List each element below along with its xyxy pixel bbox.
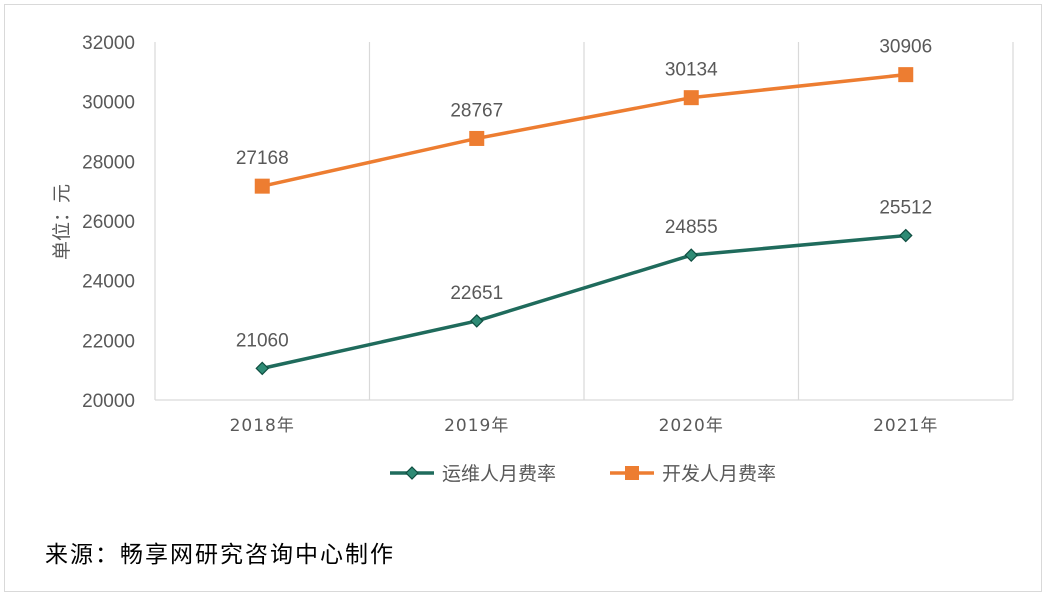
data-label: 25512 (879, 198, 932, 219)
y-tick-label: 24000 (82, 272, 135, 293)
legend-marker-square (625, 466, 639, 480)
data-label: 30134 (665, 60, 718, 81)
y-axis-title: 单位：元 (51, 184, 73, 260)
legend-label: 开发人月费率 (662, 463, 776, 485)
data-point-diamond (469, 314, 484, 328)
y-tick-label: 30000 (82, 93, 135, 114)
data-label: 22651 (450, 283, 503, 304)
x-tick-label: 2019年 (444, 416, 509, 436)
series-layer (254, 67, 914, 376)
y-tick-label: 20000 (82, 391, 135, 412)
series-line-2 (261, 72, 906, 188)
x-tick-label: 2020年 (659, 416, 724, 436)
data-label: 21060 (236, 330, 289, 351)
legend: 运维人月费率 开发人月费率 (390, 463, 776, 485)
data-label: 27168 (236, 148, 289, 169)
chart-frame (4, 4, 1042, 592)
axes: 20000 22000 24000 26000 28000 30000 32000 2018年… (82, 33, 1013, 436)
source-note: 来源：畅享网研究咨询中心制作 (45, 542, 395, 568)
legend-marker-diamond (405, 466, 419, 480)
y-tick-label: 26000 (82, 212, 135, 233)
x-tick-label: 2021年 (873, 416, 938, 436)
data-point-square (898, 67, 914, 83)
data-point-diamond (255, 361, 270, 376)
data-point-square (254, 178, 270, 194)
y-tick-label: 22000 (82, 331, 135, 352)
legend-label: 运维人月费率 (442, 463, 556, 485)
series-line-1 (261, 233, 906, 371)
y-tick-label: 32000 (82, 33, 135, 54)
data-label: 30906 (879, 37, 932, 58)
data-point-diamond (684, 248, 699, 263)
data-label: 28767 (450, 100, 503, 121)
data-label: 24855 (665, 217, 718, 238)
data-point-diamond (898, 228, 913, 243)
data-labels: 21060 22651 24855 25512 27168 28767 30134 30906 (236, 37, 932, 352)
grid-lines (368, 42, 1014, 400)
y-tick-label: 28000 (82, 152, 135, 173)
x-tick-label: 2018年 (230, 416, 295, 436)
data-point-square (683, 90, 699, 106)
data-point-square (469, 130, 485, 146)
